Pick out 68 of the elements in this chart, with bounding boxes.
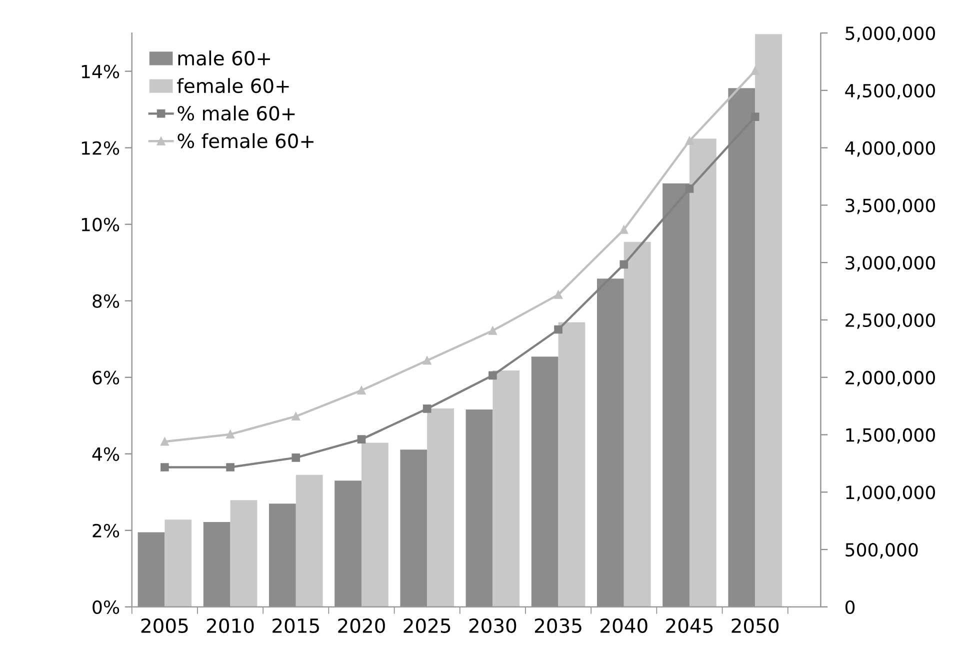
point	[488, 371, 497, 380]
bar	[334, 480, 362, 607]
point	[226, 463, 234, 472]
point	[422, 404, 432, 413]
x-tick-label: 2040	[600, 618, 648, 634]
x-tick-label: 2025	[404, 618, 450, 634]
bar	[558, 322, 586, 607]
point	[750, 112, 760, 121]
bar	[164, 520, 192, 607]
y-tick-label: 4%	[92, 447, 120, 461]
point	[554, 290, 562, 299]
y2-tick-label: 3,000,000	[846, 256, 935, 272]
bar	[427, 408, 454, 607]
point	[292, 454, 300, 462]
bar	[400, 450, 428, 607]
y2-tick-label: 1,000,000	[846, 486, 935, 502]
point	[750, 66, 760, 76]
x-tick-label: 2050	[732, 618, 779, 634]
y2-tick-label: 1,500,000	[846, 428, 935, 444]
point	[160, 463, 169, 472]
point	[620, 260, 628, 269]
y-tick-label: 12%	[82, 141, 120, 155]
y-tick-label: 2%	[92, 524, 120, 538]
y2-tick-label: 5,000,000	[846, 26, 935, 42]
y2-tick-label: 2,500,000	[846, 313, 935, 329]
y2-tick-label: 0	[845, 600, 855, 614]
point	[357, 435, 366, 444]
legend-label: % male 60+	[178, 106, 295, 121]
point	[226, 430, 234, 439]
y2-tick-label: 3,500,000	[846, 198, 935, 214]
x-tick-label: 2015	[272, 618, 319, 634]
y2-tick-label: 4,500,000	[845, 84, 935, 100]
point	[685, 136, 694, 146]
point	[160, 437, 169, 446]
y-tick-label: 8%	[92, 294, 120, 308]
x-tick-label: 2010	[206, 618, 254, 634]
legend-label: female 60+	[177, 78, 289, 94]
y2-tick-label: 500,000	[846, 542, 918, 558]
point	[620, 225, 628, 234]
y2-tick-label: 4,000,000	[845, 141, 935, 157]
point	[422, 356, 432, 365]
x-tick-label: 2035	[534, 618, 582, 634]
bar	[466, 409, 493, 607]
bar	[531, 356, 558, 607]
legend-label: % female 60+	[178, 133, 314, 148]
bar	[624, 242, 651, 607]
point	[554, 325, 562, 334]
y-tick-label: 14%	[82, 64, 120, 78]
y-tick-label: 10%	[82, 218, 120, 232]
bar	[268, 504, 296, 607]
point	[292, 412, 300, 421]
y-tick-label: 6%	[92, 370, 120, 384]
legend-label: male 60+	[178, 50, 270, 66]
bar	[492, 370, 520, 607]
point	[488, 326, 497, 335]
y-tick-label: 0%	[92, 600, 120, 614]
x-tick-label: 2045	[666, 618, 713, 634]
x-tick-label: 2005	[141, 618, 188, 634]
point	[357, 386, 366, 395]
bar	[203, 522, 230, 607]
point	[685, 184, 694, 193]
bar	[361, 442, 388, 607]
y2-tick-label: 2,000,000	[846, 370, 935, 386]
bar	[296, 474, 323, 607]
x-tick-label: 2020	[338, 618, 385, 634]
x-tick-label: 2030	[469, 618, 516, 634]
bar	[138, 532, 165, 607]
bar	[230, 500, 258, 607]
